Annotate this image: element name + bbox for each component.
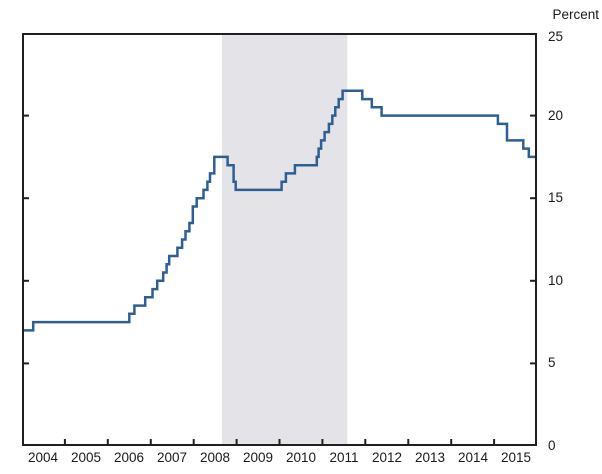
x-axis-tick-label: 2010 bbox=[285, 450, 317, 465]
data-step-line bbox=[22, 89, 537, 332]
x-axis-tick-label: 2006 bbox=[113, 450, 145, 465]
y-axis-tick-label: 0 bbox=[548, 438, 556, 453]
x-axis-tick-label: 2015 bbox=[500, 450, 532, 465]
y-axis-tick-label: 10 bbox=[548, 273, 564, 288]
x-axis-tick-label: 2005 bbox=[70, 450, 102, 465]
x-axis-tick-label: 2012 bbox=[371, 450, 403, 465]
x-axis-tick-label: 2004 bbox=[27, 450, 59, 465]
shaded-period-band bbox=[222, 33, 348, 446]
x-axis-tick-label: 2014 bbox=[457, 450, 489, 465]
x-axis-tick-label: 2011 bbox=[329, 450, 359, 465]
y-axis-tick-label: 20 bbox=[548, 108, 564, 123]
x-axis-tick-label: 2007 bbox=[156, 450, 188, 465]
y-axis-tick-label: 25 bbox=[548, 29, 564, 44]
y-axis-unit-label: Percent bbox=[552, 7, 599, 22]
chart-canvas bbox=[22, 33, 537, 446]
x-axis-tick-label: 2013 bbox=[414, 450, 446, 465]
x-axis-tick-label: 2009 bbox=[242, 450, 274, 465]
x-axis-tick-label: 2008 bbox=[199, 450, 231, 465]
y-axis-tick-label: 15 bbox=[548, 190, 564, 205]
y-axis-tick-label: 5 bbox=[548, 355, 556, 370]
plot-area bbox=[22, 33, 537, 446]
